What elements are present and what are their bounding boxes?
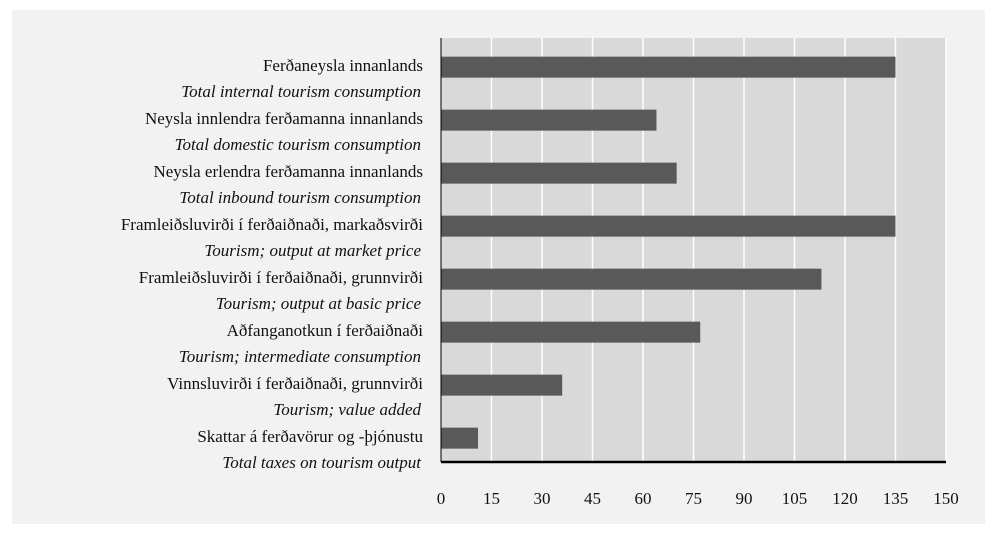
- bar: [441, 56, 896, 78]
- category-label-en: Tourism; intermediate consumption: [179, 347, 421, 366]
- category-label-en: Tourism; value added: [273, 400, 421, 419]
- x-tick-label: 75: [685, 489, 702, 508]
- category-label: Skattar á ferðavörur og -þjónustu: [197, 427, 423, 446]
- bar: [441, 109, 657, 131]
- category-label: Vinnsluvirði í ferðaiðnaði, grunnvirði: [167, 374, 423, 393]
- x-tick-label: 90: [736, 489, 753, 508]
- category-label: Aðfanganotkun í ferðaiðnaði: [227, 321, 424, 340]
- category-label: Neysla innlendra ferðamanna innanlands: [145, 109, 423, 128]
- category-label: Framleiðsluvirði í ferðaiðnaði, markaðsv…: [121, 215, 423, 234]
- category-label: Neysla erlendra ferðamanna innanlands: [153, 162, 423, 181]
- category-label-en: Total domestic tourism consumption: [175, 135, 421, 154]
- category-label-en: Total inbound tourism consumption: [179, 188, 421, 207]
- bar: [441, 321, 701, 343]
- x-tick-label: 120: [832, 489, 858, 508]
- category-label: Ferðaneysla innanlands: [263, 56, 423, 75]
- x-tick-label: 45: [584, 489, 601, 508]
- category-label-en: Total taxes on tourism output: [222, 453, 422, 472]
- category-label-en: Tourism; output at basic price: [216, 294, 422, 313]
- bar: [441, 215, 896, 237]
- bar: [441, 268, 822, 290]
- x-tick-label: 105: [782, 489, 808, 508]
- category-label-en: Total internal tourism consumption: [181, 82, 421, 101]
- bar: [441, 374, 563, 396]
- x-tick-label: 135: [883, 489, 909, 508]
- category-label-en: Tourism; output at market price: [204, 241, 421, 260]
- x-tick-label: 30: [534, 489, 551, 508]
- x-tick-label: 60: [635, 489, 652, 508]
- bar: [441, 427, 479, 449]
- x-tick-label: 0: [437, 489, 446, 508]
- x-tick-label: 150: [933, 489, 959, 508]
- category-label: Framleiðsluvirði í ferðaiðnaði, grunnvir…: [139, 268, 423, 287]
- bar: [441, 162, 677, 184]
- x-tick-label: 15: [483, 489, 500, 508]
